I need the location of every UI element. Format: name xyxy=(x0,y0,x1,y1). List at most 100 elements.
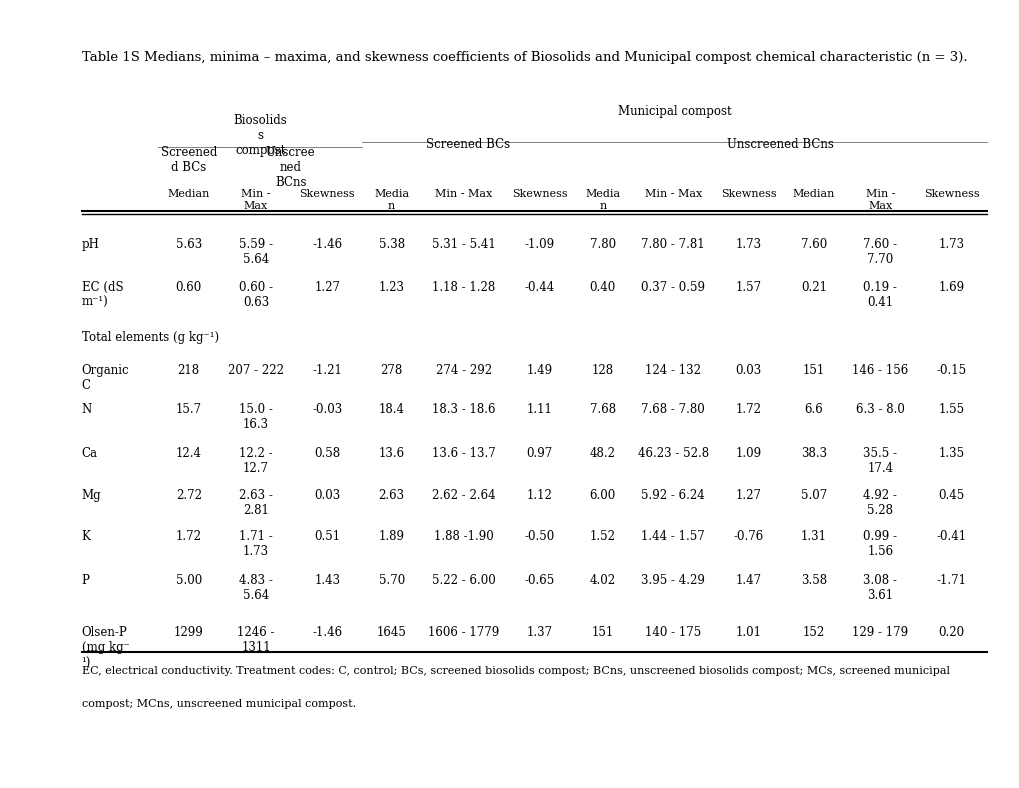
Text: -1.21: -1.21 xyxy=(312,364,342,377)
Text: Skewness: Skewness xyxy=(512,189,567,199)
Text: 18.3 - 18.6: 18.3 - 18.6 xyxy=(431,403,495,416)
Text: 0.19 -
0.41: 0.19 - 0.41 xyxy=(862,281,897,310)
Text: 0.58: 0.58 xyxy=(314,447,340,459)
Text: 151: 151 xyxy=(591,626,613,639)
Text: 0.40: 0.40 xyxy=(589,281,615,294)
Text: 1299: 1299 xyxy=(173,626,204,639)
Text: 1.43: 1.43 xyxy=(314,574,340,586)
Text: 0.51: 0.51 xyxy=(314,530,340,542)
Text: 1.69: 1.69 xyxy=(937,281,964,294)
Text: 12.2 -
12.7: 12.2 - 12.7 xyxy=(239,447,272,475)
Text: -0.03: -0.03 xyxy=(312,403,342,416)
Text: -0.44: -0.44 xyxy=(524,281,554,294)
Text: 1.52: 1.52 xyxy=(589,530,615,542)
Text: 3.95 - 4.29: 3.95 - 4.29 xyxy=(641,574,704,586)
Text: 0.20: 0.20 xyxy=(937,626,964,639)
Text: 0.03: 0.03 xyxy=(735,364,761,377)
Text: 15.7: 15.7 xyxy=(175,403,202,416)
Text: pH: pH xyxy=(82,238,100,251)
Text: 124 - 132: 124 - 132 xyxy=(645,364,700,377)
Text: 1.72: 1.72 xyxy=(175,530,202,542)
Text: 1.55: 1.55 xyxy=(937,403,964,416)
Text: 15.0 -
16.3: 15.0 - 16.3 xyxy=(238,403,273,432)
Text: 2.62 - 2.64: 2.62 - 2.64 xyxy=(431,489,495,501)
Text: 278: 278 xyxy=(380,364,403,377)
Text: 5.22 - 6.00: 5.22 - 6.00 xyxy=(431,574,495,586)
Text: Organic
C: Organic C xyxy=(82,364,129,392)
Text: 5.59 -
5.64: 5.59 - 5.64 xyxy=(238,238,273,266)
Text: 1.23: 1.23 xyxy=(378,281,405,294)
Text: 128: 128 xyxy=(591,364,613,377)
Text: 7.60: 7.60 xyxy=(800,238,826,251)
Text: 35.5 -
17.4: 35.5 - 17.4 xyxy=(862,447,897,475)
Text: Biosolids
s
compost: Biosolids s compost xyxy=(233,114,286,158)
Text: Skewness: Skewness xyxy=(923,189,978,199)
Text: 1.47: 1.47 xyxy=(735,574,761,586)
Text: EC (dS
m⁻¹): EC (dS m⁻¹) xyxy=(82,281,123,310)
Text: 2.63: 2.63 xyxy=(378,489,405,501)
Text: 218: 218 xyxy=(177,364,200,377)
Text: 1246 -
1311: 1246 - 1311 xyxy=(237,626,274,655)
Text: Mg: Mg xyxy=(82,489,101,501)
Text: Unscreened BCns: Unscreened BCns xyxy=(727,138,833,151)
Text: 1.57: 1.57 xyxy=(735,281,761,294)
Text: 1.18 - 1.28: 1.18 - 1.28 xyxy=(431,281,495,294)
Text: 0.99 -
1.56: 0.99 - 1.56 xyxy=(862,530,897,558)
Text: Min - Max: Min - Max xyxy=(434,189,492,199)
Text: 5.00: 5.00 xyxy=(175,574,202,586)
Text: 0.45: 0.45 xyxy=(937,489,964,501)
Text: 7.68 - 7.80: 7.68 - 7.80 xyxy=(641,403,704,416)
Text: 5.07: 5.07 xyxy=(800,489,826,501)
Text: 0.21: 0.21 xyxy=(800,281,826,294)
Text: Min -
Max: Min - Max xyxy=(865,189,894,210)
Text: -1.09: -1.09 xyxy=(524,238,554,251)
Text: 1.31: 1.31 xyxy=(800,530,826,542)
Text: 2.72: 2.72 xyxy=(175,489,202,501)
Text: K: K xyxy=(82,530,91,542)
Text: Ca: Ca xyxy=(82,447,98,459)
Text: 7.60 -
7.70: 7.60 - 7.70 xyxy=(862,238,897,266)
Text: 7.68: 7.68 xyxy=(589,403,615,416)
Text: Min - Max: Min - Max xyxy=(644,189,701,199)
Text: 4.02: 4.02 xyxy=(589,574,615,586)
Text: P: P xyxy=(82,574,90,586)
Text: Skewness: Skewness xyxy=(720,189,775,199)
Text: 7.80: 7.80 xyxy=(589,238,615,251)
Text: 0.60: 0.60 xyxy=(175,281,202,294)
Text: Media
n: Media n xyxy=(374,189,409,210)
Text: Table 1S Medians, minima – maxima, and skewness coefficients of Biosolids and Mu: Table 1S Medians, minima – maxima, and s… xyxy=(82,51,966,64)
Text: 13.6: 13.6 xyxy=(378,447,405,459)
Text: 1.09: 1.09 xyxy=(735,447,761,459)
Text: 0.60 -
0.63: 0.60 - 0.63 xyxy=(238,281,273,310)
Text: 1645: 1645 xyxy=(376,626,407,639)
Text: 146 - 156: 146 - 156 xyxy=(851,364,908,377)
Text: -1.46: -1.46 xyxy=(312,238,342,251)
Text: 0.37 - 0.59: 0.37 - 0.59 xyxy=(641,281,704,294)
Text: 1.27: 1.27 xyxy=(314,281,340,294)
Text: 7.80 - 7.81: 7.80 - 7.81 xyxy=(641,238,704,251)
Text: Min -
Max: Min - Max xyxy=(242,189,270,210)
Text: 1.71 -
1.73: 1.71 - 1.73 xyxy=(238,530,273,558)
Text: 151: 151 xyxy=(802,364,824,377)
Text: 1.27: 1.27 xyxy=(735,489,761,501)
Text: Unscree
ned
BCns: Unscree ned BCns xyxy=(266,146,315,189)
Text: 274 - 292: 274 - 292 xyxy=(435,364,491,377)
Text: 38.3: 38.3 xyxy=(800,447,826,459)
Text: 1.73: 1.73 xyxy=(735,238,761,251)
Text: 0.03: 0.03 xyxy=(314,489,340,501)
Text: Media
n: Media n xyxy=(585,189,620,210)
Text: 1.01: 1.01 xyxy=(735,626,761,639)
Text: 5.31 - 5.41: 5.31 - 5.41 xyxy=(431,238,495,251)
Text: 1.35: 1.35 xyxy=(937,447,964,459)
Text: 6.3 - 8.0: 6.3 - 8.0 xyxy=(855,403,904,416)
Text: 2.63 -
2.81: 2.63 - 2.81 xyxy=(238,489,273,517)
Text: Median: Median xyxy=(167,189,210,199)
Text: 12.4: 12.4 xyxy=(175,447,202,459)
Text: 1.89: 1.89 xyxy=(378,530,405,542)
Text: 1.37: 1.37 xyxy=(526,626,552,639)
Text: 207 - 222: 207 - 222 xyxy=(228,364,283,377)
Text: -0.65: -0.65 xyxy=(524,574,554,586)
Text: 5.92 - 6.24: 5.92 - 6.24 xyxy=(641,489,704,501)
Text: N: N xyxy=(82,403,92,416)
Text: -0.50: -0.50 xyxy=(524,530,554,542)
